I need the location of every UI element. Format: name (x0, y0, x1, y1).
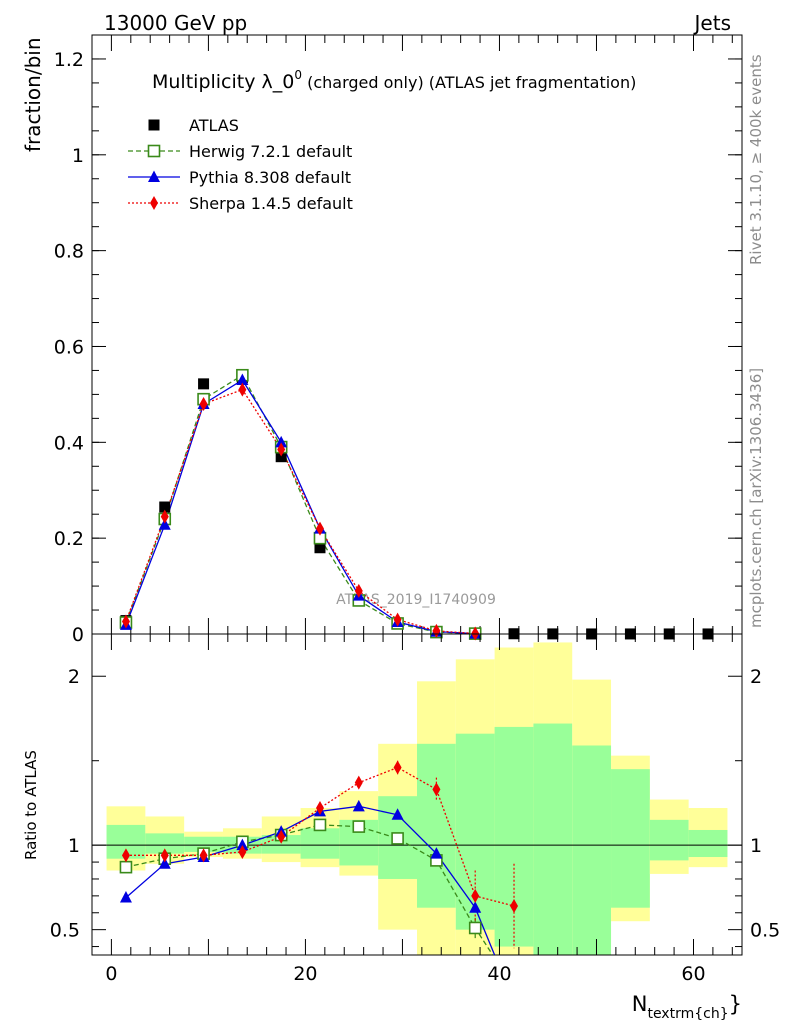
x-tick-label: 60 (681, 963, 705, 985)
band-inner-bin (649, 819, 689, 861)
ratio-y-tick-label: 2 (68, 666, 80, 688)
y-tick-label: 0.2 (54, 528, 84, 550)
ratio-plot: 0 20 40 60 0.5 0.5 1 1 2 2 (50, 633, 780, 985)
ratio-y-tick-label: 1 (68, 835, 80, 857)
ratio-point-herwig (468, 921, 482, 935)
legend-label-herwig: Herwig 7.2.1 default (189, 142, 352, 161)
mcplots-label: mcplots.cern.ch [arXiv:1306.3436] (747, 368, 765, 628)
ratio-point-sherpa (432, 782, 441, 797)
point-sherpa (160, 509, 169, 524)
point-pythia (158, 518, 171, 530)
ratio-point-herwig (352, 820, 366, 833)
ratio-point-pythia (469, 901, 482, 913)
legend-marker-herwig (147, 144, 161, 158)
x-tick-label: 20 (293, 963, 317, 985)
point-sherpa (277, 442, 286, 457)
ratio-point-sherpa (510, 899, 519, 914)
ratio-series (119, 760, 519, 955)
point-sherpa (121, 614, 130, 629)
ratio-y-tick-label-right: 0.5 (750, 920, 780, 942)
ratio-point-herwig (119, 860, 133, 874)
ratio-line-sherpa (126, 766, 515, 907)
y-tick-label: 0.6 (54, 336, 84, 358)
series-line-herwig (125, 374, 476, 635)
band-inner-bin (184, 836, 223, 852)
top-ylabel: fraction/bin (21, 38, 45, 153)
legend: ATLAS Herwig 7.2.1 default Pythia 8.308 de… (128, 116, 353, 213)
ratio-point-sherpa (354, 775, 363, 790)
band-inner-bin (533, 723, 573, 955)
watermark: ATLAS_2019_I1740909 (336, 592, 496, 608)
chart-title: Multiplicity λ_00 (charged only) (ATLAS … (152, 68, 636, 93)
point-pythia (275, 435, 288, 448)
ratio-point-pythia (352, 799, 365, 812)
legend-marker-atlas (148, 119, 160, 131)
ratio-ylabel: Ratio to ATLAS (22, 750, 40, 860)
main-plot: 0 0.2 0.4 0.6 0.8 1 1.2 (54, 34, 743, 646)
point-atlas (198, 378, 210, 390)
header-left: 13000 GeV pp (104, 11, 247, 35)
y-tick-label: 0.8 (54, 241, 84, 263)
x-axis-label: Ntextrm{ch}} (632, 992, 742, 1022)
ratio-point-herwig (313, 818, 327, 832)
point-sherpa (238, 382, 247, 397)
legend-label-atlas: ATLAS (189, 116, 239, 135)
y-tick-label: 1.2 (54, 49, 84, 71)
ratio-point-sherpa (393, 760, 402, 775)
y-tick-label: 1 (72, 145, 84, 167)
band-inner-bin (300, 828, 340, 859)
band-inner-bin (688, 829, 728, 858)
point-atlas (275, 451, 287, 463)
legend-marker-sherpa (150, 196, 158, 210)
ratio-point-herwig (391, 832, 404, 845)
series-line-sherpa (125, 388, 476, 635)
series-line-pythia (125, 379, 476, 635)
band-inner-bin (572, 745, 612, 955)
ratio-y-tick-label: 0.5 (50, 920, 80, 942)
rivet-label: Rivet 3.1.10, ≥ 400k events (747, 54, 765, 265)
ratio-frame (91, 633, 743, 956)
point-sherpa (393, 612, 402, 627)
ratio-point-pythia (158, 857, 171, 869)
legend-label-sherpa: Sherpa 1.4.5 default (189, 194, 353, 213)
ratio-point-sherpa (277, 829, 286, 844)
ratio-point-sherpa (471, 888, 480, 903)
point-sherpa (354, 583, 363, 598)
ratio-point-sherpa (238, 844, 247, 859)
y-tick-label: 0.4 (54, 432, 84, 454)
ratio-point-sherpa (199, 848, 208, 863)
ratio-y-tick-label-right: 2 (750, 666, 762, 688)
ratio-point-pythia (119, 891, 132, 903)
point-sherpa (315, 521, 324, 536)
y-tick-label: 0 (72, 624, 84, 646)
band-inner-bin (261, 835, 301, 854)
legend-marker-pythia (148, 170, 160, 182)
band-inner-bin (145, 833, 185, 854)
point-sherpa (199, 396, 208, 411)
x-tick-label: 0 (105, 963, 117, 985)
ratio-point-pythia (236, 838, 249, 851)
band-inner-bin (611, 769, 650, 908)
ratio-point-pythia (391, 808, 404, 820)
x-tick-label: 40 (487, 963, 511, 985)
legend-label-pythia: Pythia 8.308 default (189, 168, 351, 187)
ratio-point-sherpa (160, 848, 169, 863)
point-atlas (314, 542, 326, 554)
ratio-point-sherpa (121, 848, 130, 863)
point-pythia (236, 373, 249, 386)
point-atlas (159, 501, 171, 513)
ratio-point-sherpa (315, 801, 324, 816)
ratio-point-pythia (430, 847, 443, 859)
ratio-y-tick-label-right: 1 (750, 835, 762, 857)
header-right: Jets (693, 11, 731, 35)
